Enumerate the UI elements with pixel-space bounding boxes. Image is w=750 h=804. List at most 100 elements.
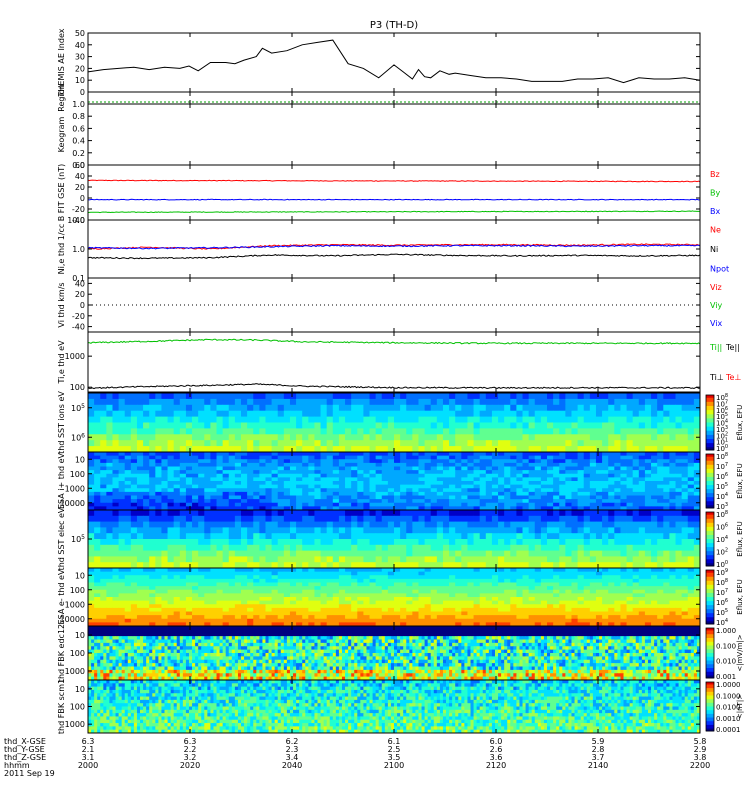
spectrogram-cell: [578, 539, 585, 545]
spectrogram-cell: [529, 440, 536, 446]
spectrogram-cell: [412, 467, 419, 471]
spectrogram-cell: [302, 551, 309, 557]
spectrogram-cell: [112, 428, 119, 434]
spectrogram-cell: [308, 393, 315, 399]
spectrogram-cell: [633, 492, 640, 496]
spectrogram-cell: [370, 593, 377, 597]
spectrogram-cell: [155, 601, 162, 605]
spectrogram-cell: [88, 593, 95, 597]
spectrogram-cell: [161, 593, 168, 597]
spectrogram-cell: [204, 452, 211, 456]
spectrogram-cell: [553, 556, 560, 562]
spectrogram-cell: [119, 597, 126, 601]
spectrogram-cell: [210, 488, 217, 492]
spectrogram-cell: [290, 590, 297, 594]
spectrogram-cell: [241, 463, 248, 467]
series-temperature-Ti⊥: [88, 384, 700, 389]
spectrogram-cell: [345, 411, 352, 417]
spectrogram-cell: [535, 452, 542, 456]
spectrogram-cell: [559, 423, 566, 429]
spectrogram-cell: [155, 492, 162, 496]
spectrogram-cell: [559, 459, 566, 463]
spectrogram-cell: [553, 459, 560, 463]
spectrogram-cell: [467, 488, 474, 492]
spectrogram-cell: [155, 533, 162, 539]
spectrogram-cell: [308, 503, 315, 507]
spectrogram-cell: [571, 446, 578, 452]
spectrogram-cell: [639, 417, 646, 423]
spectrogram-cell: [590, 539, 597, 545]
spectrogram-cell: [620, 399, 627, 405]
legend-density-Ne: Ne: [710, 226, 721, 235]
spectrogram-cell: [633, 568, 640, 572]
spectrogram-cell: [461, 470, 468, 474]
spectrogram-cell: [210, 459, 217, 463]
spectrogram-cell: [327, 597, 334, 601]
spectrogram-cell: [425, 470, 432, 474]
spectrogram-cell: [149, 527, 156, 533]
spectrogram-cell: [596, 488, 603, 492]
spectrogram-cell: [357, 556, 364, 562]
spectrogram-cell: [651, 499, 658, 503]
spectrogram-cell: [639, 446, 646, 452]
spectrogram-cell: [241, 485, 248, 489]
spectrogram-cell: [523, 597, 530, 601]
spectrogram-cell: [510, 527, 517, 533]
spectrogram-cell: [94, 593, 101, 597]
spectrogram-cell: [676, 488, 683, 492]
spectrogram-cell: [204, 434, 211, 440]
spectrogram-cell: [510, 579, 517, 583]
spectrogram-cell: [272, 516, 279, 522]
spectrogram-cell: [480, 575, 487, 579]
spectrogram-cell: [137, 446, 144, 452]
spectrogram-cell: [510, 393, 517, 399]
spectrogram-cell: [308, 586, 315, 590]
spectrogram-cell: [437, 572, 444, 576]
spectrogram-cell: [186, 467, 193, 471]
spectrogram-cell: [272, 463, 279, 467]
spectrogram-cell: [571, 399, 578, 405]
spectrogram-cell: [229, 452, 236, 456]
spectrogram-cell: [137, 492, 144, 496]
spectrogram-cell: [584, 446, 591, 452]
spectrogram-cell: [688, 496, 695, 500]
spectrogram-cell: [510, 452, 517, 456]
spectrogram-cell: [694, 583, 701, 587]
spectrogram-cell: [376, 481, 383, 485]
spectrogram-cell: [602, 568, 609, 572]
spectrogram-cell: [406, 485, 413, 489]
spectrogram-cell: [688, 492, 695, 496]
spectrogram-cell: [106, 393, 113, 399]
spectrogram-cell: [259, 446, 266, 452]
spectrogram-cell: [351, 527, 358, 533]
spectrogram-cell: [498, 496, 505, 500]
spectrogram-cell: [363, 575, 370, 579]
spectrogram-cell: [455, 545, 462, 551]
spectrogram-cell: [290, 503, 297, 507]
spectrogram-cell: [682, 463, 689, 467]
spectrogram-cell: [88, 527, 95, 533]
spectrogram-cell: [235, 485, 242, 489]
spectrogram-cell: [217, 423, 224, 429]
spectrogram-cell: [106, 586, 113, 590]
spectrogram-cell: [265, 428, 272, 434]
spectrogram-cell: [125, 522, 132, 528]
spectrogram-cell: [486, 434, 493, 440]
spectrogram-cell: [480, 399, 487, 405]
spectrogram-cell: [467, 481, 474, 485]
spectrogram-cell: [284, 492, 291, 496]
spectrogram-cell: [547, 556, 554, 562]
spectrogram-cell: [302, 593, 309, 597]
spectrogram-cell: [112, 575, 119, 579]
spectrogram-cell: [186, 405, 193, 411]
spectrogram-cell: [657, 474, 664, 478]
spectrogram-cell: [296, 516, 303, 522]
spectrogram-cell: [578, 467, 585, 471]
spectrogram-cell: [688, 503, 695, 507]
spectrogram-cell: [168, 527, 175, 533]
spectrogram-cell: [235, 539, 242, 545]
spectrogram-cell: [394, 411, 401, 417]
spectrogram-cell: [443, 496, 450, 500]
spectrogram-cell: [480, 405, 487, 411]
legend-bfield-Bz: Bz: [710, 170, 720, 179]
